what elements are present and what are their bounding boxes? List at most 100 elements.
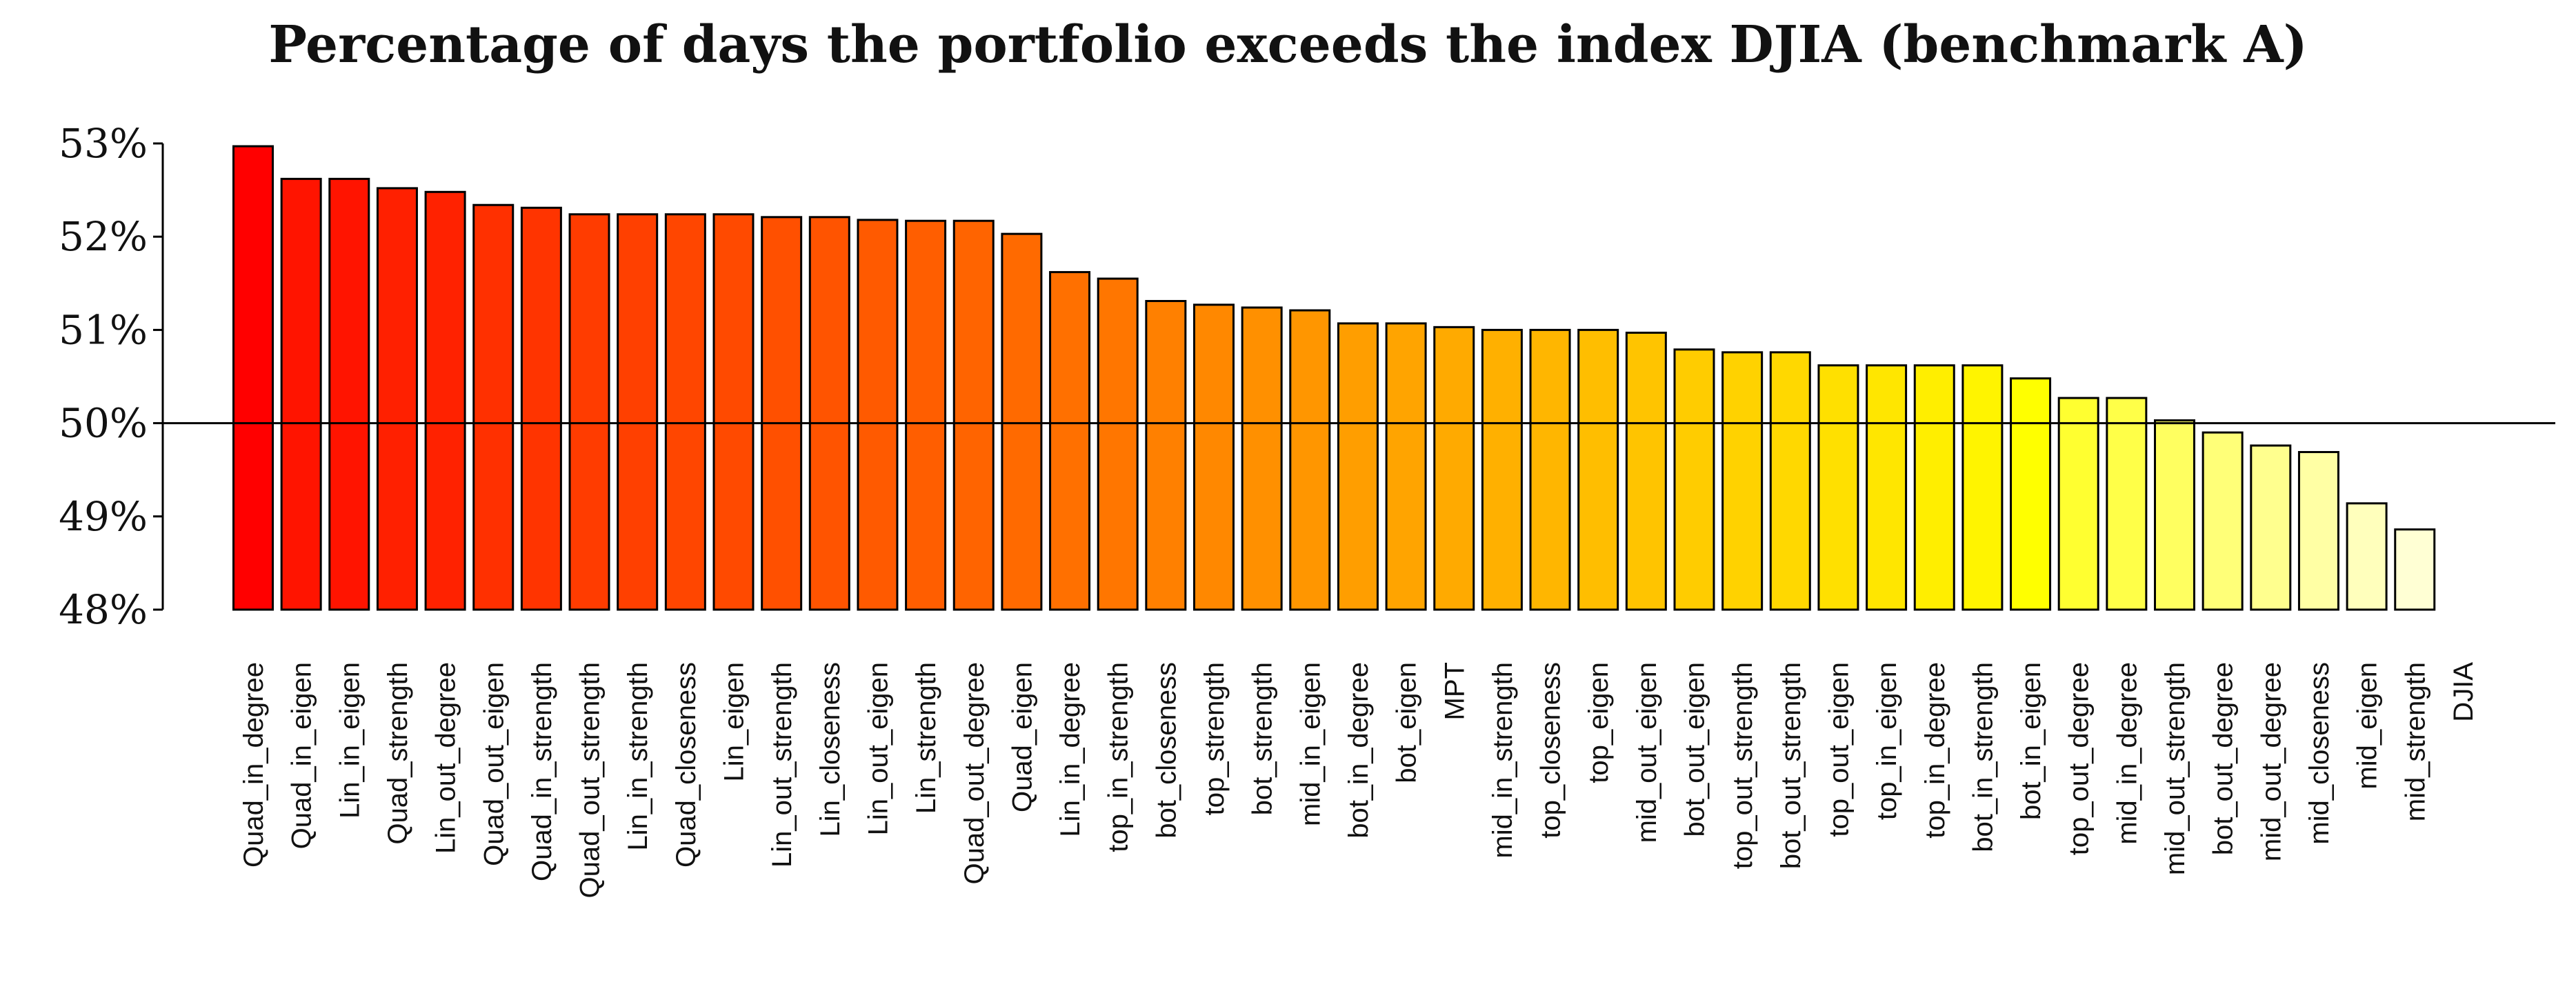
bar	[712, 213, 755, 611]
bar	[1625, 331, 1667, 611]
bar	[1673, 348, 1715, 611]
bar	[2394, 528, 2436, 611]
bar	[1145, 299, 1187, 611]
y-tick-label: 50%	[59, 400, 148, 447]
x-tick-label: top_eigen	[1584, 662, 1614, 783]
x-tick-label: mid_in_degree	[2112, 662, 2142, 845]
x-tick-label: Lin_in_degree	[1055, 662, 1086, 837]
x-tick-label: Lin_eigen	[719, 662, 750, 782]
bar	[2250, 444, 2292, 611]
bar	[1433, 326, 1475, 611]
x-tick-label: bot_closeness	[1151, 662, 1181, 839]
x-axis: Quad_in_degree Quad_in_eigen Lin_in_eigen Q…	[239, 662, 2479, 899]
bar	[1001, 232, 1043, 611]
bar	[520, 206, 562, 611]
x-tick-label: mid_strength	[2400, 662, 2430, 821]
x-tick-label: Quad_out_eigen	[479, 662, 509, 866]
bar	[664, 213, 706, 611]
x-tick-label: bot_strength	[1248, 662, 1278, 815]
bar	[376, 187, 418, 611]
bar	[1481, 328, 1523, 611]
x-tick-label: bot_out_eigen	[1680, 662, 1710, 837]
x-tick-label: top_strength	[1199, 662, 1230, 815]
x-tick-label: Lin_out_eigen	[863, 662, 893, 835]
bar	[472, 203, 515, 611]
x-tick-label: Lin_in_strength	[623, 662, 653, 851]
x-tick-label: bot_in_eigen	[2016, 662, 2046, 820]
bar	[2010, 377, 2052, 611]
bar	[617, 213, 659, 611]
x-tick-label: top_out_strength	[1728, 662, 1758, 869]
x-tick-label: bot_eigen	[1392, 662, 1422, 783]
x-tick-label: DJIA	[2448, 662, 2479, 722]
x-tick-label: Lin_closeness	[815, 662, 846, 837]
x-tick-label: Lin_strength	[911, 662, 941, 814]
x-tick-label: mid_in_strength	[1488, 662, 1518, 859]
bar	[232, 145, 274, 611]
x-tick-label: top_in_eigen	[1872, 662, 1902, 820]
x-tick-label: mid_out_strength	[2160, 662, 2190, 875]
y-tick-label: 51%	[59, 306, 148, 353]
x-tick-label: top_in_strength	[1104, 662, 1134, 852]
bar	[905, 219, 947, 611]
y-tick-label: 52%	[59, 213, 148, 260]
x-tick-label: Quad_out_degree	[959, 662, 990, 885]
bar	[1721, 351, 1764, 611]
x-tick-label: mid_closeness	[2304, 662, 2335, 845]
x-tick-label: bot_out_degree	[2208, 662, 2239, 855]
y-tick-label: 48%	[59, 586, 148, 633]
bar	[1385, 322, 1427, 611]
bar	[1769, 351, 1811, 611]
x-tick-label: Quad_closeness	[671, 662, 701, 868]
x-tick-label: top_out_degree	[2064, 662, 2095, 855]
bar	[1913, 364, 1955, 611]
x-tick-label: Quad_in_eigen	[287, 662, 317, 849]
bar	[2346, 502, 2388, 611]
x-tick-label: mid_out_eigen	[1632, 662, 1662, 843]
x-tick-label: bot_in_degree	[1344, 662, 1374, 839]
x-tick-label: mid_in_eigen	[1295, 662, 1326, 826]
bar	[424, 190, 466, 611]
x-tick-label: mid_eigen	[2353, 662, 2383, 790]
bar	[2297, 451, 2339, 611]
x-tick-label: MPT	[1439, 662, 1470, 720]
bars	[163, 145, 2555, 611]
bar	[568, 213, 610, 611]
bar	[1049, 271, 1091, 611]
chart-title: Percentage of days the portfolio exceeds…	[268, 15, 2308, 74]
y-axis: 48% 49% 50% 51% 52% 53%	[59, 120, 164, 633]
x-tick-label: top_closeness	[1536, 662, 1566, 839]
bar	[1289, 309, 1331, 611]
x-tick-label: mid_out_degree	[2256, 662, 2286, 861]
bar	[2201, 431, 2244, 611]
bar	[1961, 364, 2004, 611]
x-tick-label: top_out_eigen	[1824, 662, 1854, 837]
bar	[2057, 397, 2099, 611]
bar	[1817, 364, 1859, 611]
x-tick-label: Quad_out_strength	[575, 662, 606, 898]
bar	[328, 177, 370, 611]
bar	[2154, 419, 2195, 611]
x-tick-label: Quad_in_strength	[527, 662, 557, 881]
x-tick-label: Lin_out_strength	[767, 662, 797, 868]
y-tick-label: 53%	[59, 120, 148, 167]
bar	[1241, 306, 1283, 611]
bar	[952, 219, 995, 611]
x-tick-label: Quad_in_degree	[239, 662, 269, 868]
x-tick-label: Lin_in_eigen	[335, 662, 365, 819]
bar	[2106, 397, 2148, 611]
x-tick-label: top_in_degree	[1920, 662, 1950, 839]
y-tick-label: 49%	[59, 493, 148, 540]
x-tick-label: Lin_out_degree	[431, 662, 461, 854]
bar	[808, 216, 850, 611]
bar	[1193, 303, 1235, 611]
bar	[857, 219, 899, 611]
x-tick-label: bot_in_strength	[1968, 662, 1998, 852]
bar	[1866, 364, 1908, 611]
x-tick-label: Quad_strength	[383, 662, 413, 845]
bar	[761, 216, 803, 611]
x-tick-label: Quad_eigen	[1007, 662, 1037, 812]
bar	[1577, 328, 1619, 611]
bar	[1529, 328, 1571, 611]
